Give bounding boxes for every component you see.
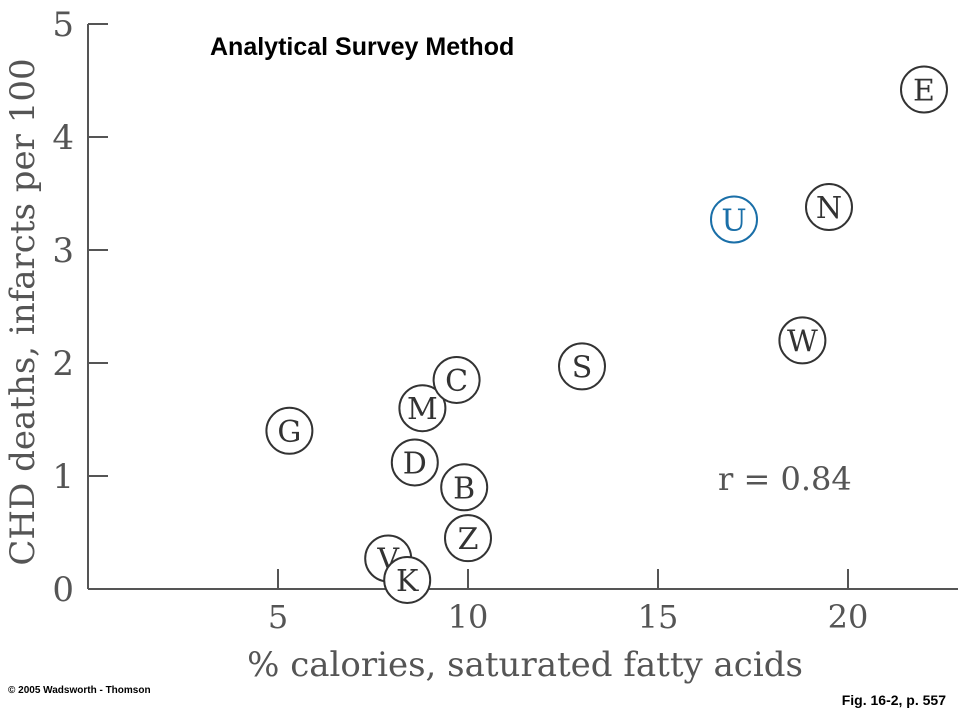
data-point-k: K: [383, 555, 432, 604]
data-point-s: S: [558, 342, 606, 391]
point-label: S: [572, 350, 593, 385]
y-tick-label: 4: [52, 118, 74, 158]
copyright-notice: © 2005 Wadsworth - Thomson: [8, 685, 151, 696]
point-marker: [805, 183, 853, 232]
axes: [87, 24, 958, 590]
point-marker: [390, 438, 439, 487]
data-point-d: D: [390, 438, 439, 487]
data-point-m: M: [398, 384, 447, 433]
y-axis-label: CHD deaths, infarcts per 100: [3, 58, 43, 565]
tick-marks: 0 1 2 3 4 5 5 10 15 20: [52, 5, 868, 636]
data-point-e: E: [900, 65, 948, 114]
y-tick-label: 3: [52, 231, 74, 271]
point-label: U: [721, 203, 746, 238]
data-point-u: U: [710, 195, 758, 244]
point-label: E: [913, 74, 935, 109]
data-point-b: B: [440, 463, 489, 512]
x-tick-label: 5: [268, 598, 288, 636]
point-marker: [558, 342, 606, 391]
data-point-w: W: [778, 316, 827, 365]
x-tick-label: 20: [828, 598, 869, 636]
point-label: B: [453, 471, 475, 506]
point-marker: [432, 355, 481, 404]
point-label: C: [445, 364, 468, 399]
y-tick-label: 0: [52, 570, 74, 610]
point-marker: [900, 65, 948, 114]
figure-caption: Fig. 16-2, p. 557: [841, 692, 946, 708]
point-marker: [440, 463, 489, 512]
point-label: M: [407, 392, 438, 427]
point-marker: [444, 514, 492, 563]
point-marker: [265, 406, 314, 455]
y-tick-label: 1: [52, 457, 74, 497]
point-label: Z: [458, 522, 479, 557]
data-point-c: C: [432, 355, 481, 404]
point-marker: [398, 384, 447, 433]
x-tick-label: 10: [448, 598, 489, 636]
x-tick-label: 15: [638, 598, 679, 636]
point-label: K: [396, 564, 419, 599]
point-marker: [383, 555, 432, 604]
point-label: D: [403, 446, 427, 481]
point-label: N: [816, 191, 842, 226]
data-point-z: Z: [444, 514, 492, 563]
y-tick-label: 2: [52, 344, 74, 384]
r-value-annotation: r = 0.84: [718, 460, 852, 498]
point-marker: [778, 316, 827, 365]
point-marker: [710, 195, 758, 244]
x-axis-label: % calories, saturated fatty acids: [247, 645, 803, 685]
point-label: G: [277, 415, 301, 450]
data-point-n: N: [805, 183, 853, 232]
data-point-g: G: [265, 406, 314, 455]
y-tick-label: 5: [52, 5, 74, 45]
chart-title: Analytical Survey Method: [210, 33, 515, 61]
point-label: W: [787, 324, 818, 359]
